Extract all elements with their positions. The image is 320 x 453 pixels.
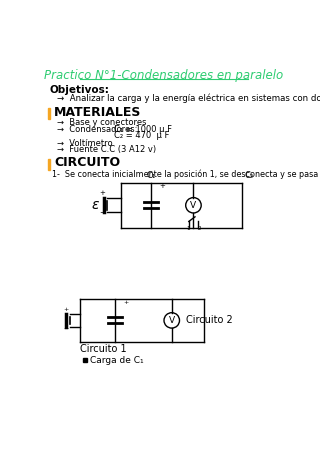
Text: +: + — [159, 183, 165, 188]
Text: V: V — [190, 201, 196, 210]
Text: +: + — [99, 190, 105, 196]
Bar — [48, 159, 50, 170]
Text: 1-  Se conecta inicialmente la posición 1, se desconecta y se pasa a la posición: 1- Se conecta inicialmente la posición 1… — [52, 170, 320, 179]
Text: C₂: C₂ — [244, 171, 254, 180]
Text: Objetivos:: Objetivos: — [49, 85, 109, 95]
Text: C₁ = 1000 μ F: C₁ = 1000 μ F — [114, 125, 172, 134]
Text: Circuito 1: Circuito 1 — [80, 343, 127, 354]
Text: +: + — [124, 300, 129, 305]
Bar — [48, 108, 50, 119]
Text: Carga de C₁: Carga de C₁ — [90, 356, 143, 365]
Text: −: − — [63, 325, 68, 330]
Text: 2: 2 — [197, 226, 201, 231]
Text: V: V — [169, 316, 175, 325]
Text: C₁: C₁ — [146, 171, 156, 180]
Text: →  Condensadores:: → Condensadores: — [57, 125, 137, 134]
Text: +: + — [63, 307, 68, 312]
Text: CIRCUITO: CIRCUITO — [54, 156, 120, 169]
Text: Circuito 2: Circuito 2 — [186, 315, 232, 325]
Text: ε: ε — [91, 198, 99, 212]
Text: −: − — [99, 210, 105, 216]
Text: →  Analizar la carga y la energía eléctrica en sistemas con dos condensadores: → Analizar la carga y la energía eléctri… — [57, 93, 320, 103]
Text: →  Base y conectores: → Base y conectores — [57, 118, 147, 127]
Text: Practico N°1-Condensadores en paralelo: Practico N°1-Condensadores en paralelo — [44, 69, 284, 82]
Text: 1: 1 — [187, 226, 190, 231]
Text: →  Voltímetro: → Voltímetro — [57, 139, 113, 148]
Text: C₂ = 470  μ F: C₂ = 470 μ F — [114, 131, 169, 140]
Text: MATERIALES: MATERIALES — [54, 106, 141, 119]
Text: →  Fuente C.C (3 A12 v): → Fuente C.C (3 A12 v) — [57, 145, 156, 154]
